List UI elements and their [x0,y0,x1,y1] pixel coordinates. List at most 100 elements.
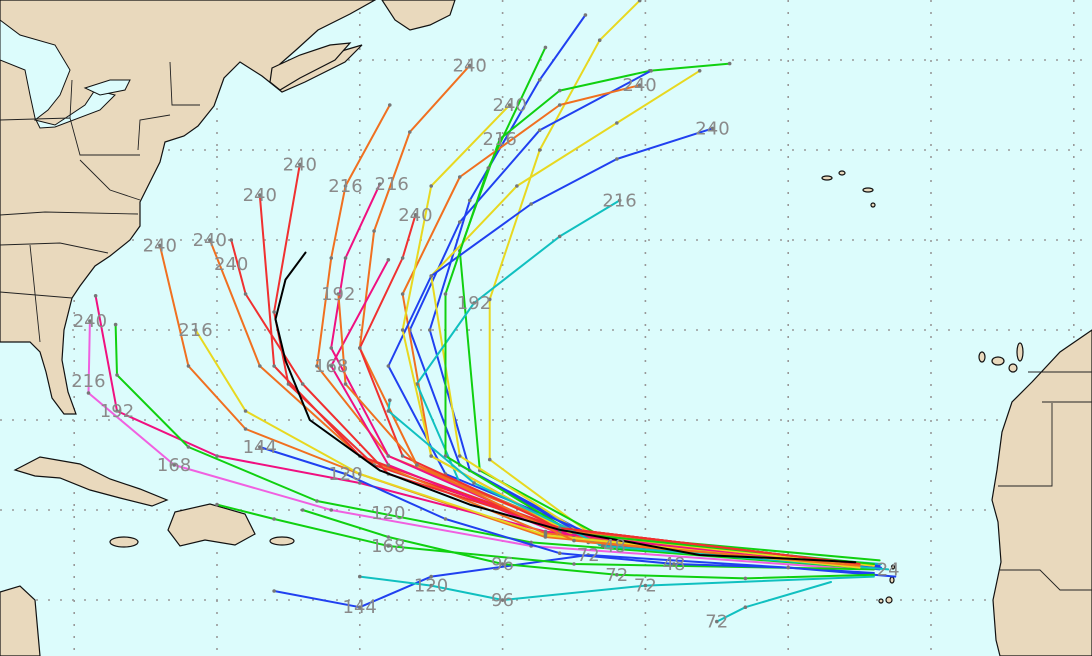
track-point [358,481,362,485]
track-point [343,382,348,386]
forecast-hour-label: 216 [71,371,105,392]
ensemble-track-6 [387,127,882,569]
cape-verde-islands [878,564,896,604]
track-point [429,274,434,278]
track-point [487,457,492,462]
track-point [467,198,472,203]
track-point [715,619,719,624]
track-point [115,409,119,413]
track-point [443,517,448,521]
forecast-hour-label: 216 [328,176,362,197]
track-point [617,198,622,203]
track-point [386,454,391,458]
south-america [0,585,41,656]
track-point [329,346,334,350]
ensemble-track-22 [444,46,875,565]
jamaica [109,536,139,548]
track-point [615,573,619,577]
track-point [300,508,305,512]
track-point [443,292,448,296]
forecast-hour-label: 240 [283,154,317,175]
forecast-hour-label: 168 [157,455,191,476]
track-point [243,409,248,413]
track-point [272,364,276,368]
forecast-hour-label: 120 [328,464,362,485]
track-point [637,83,642,87]
track-point [557,551,562,555]
track-point [300,382,305,386]
forecast-hour-label: 168 [314,356,348,377]
forecast-hour-label: 240 [622,75,656,96]
track-point [557,103,562,107]
track-point [386,535,391,539]
ensemble-track-29 [301,509,875,580]
track-point [543,45,548,50]
track-point [472,301,476,305]
track-point [258,445,262,449]
track-point [600,544,605,548]
ensemble-track-14 [114,323,861,569]
track-point [272,517,276,521]
lake-ontario [83,79,131,96]
track-point [743,576,748,581]
track-point [115,373,119,377]
track-point [386,258,391,262]
track-point [529,540,533,545]
track-point [400,256,405,260]
track-point [537,78,542,82]
track-point [387,398,392,403]
track-point [649,69,653,73]
track-point [215,502,219,507]
hispaniola [167,503,256,547]
track-point [400,328,405,332]
track-point [215,454,219,458]
track-point [697,69,702,73]
track-point [400,292,405,296]
forecast-hour-label: 72 [705,612,728,633]
track-point [372,229,376,233]
track-point [429,184,434,188]
track-point [258,364,262,368]
track-point [272,589,276,593]
track-point [529,202,533,206]
track-point [507,103,512,107]
track-point [400,454,405,458]
forecast-hour-label: 240 [243,185,277,206]
track-point [93,294,98,298]
track-point [377,182,382,186]
track-point [637,0,642,3]
forecast-hour-label: 240 [695,118,729,139]
track-point [386,544,391,548]
track-point [358,605,362,609]
track-point [537,148,542,152]
track-point [208,238,212,242]
track-point [537,128,542,132]
forecast-hour-label: 216 [178,320,212,341]
track-point [472,481,476,485]
africa-borders [998,371,1092,591]
track-point [643,583,648,588]
track-point [86,391,91,395]
forecast-hour-label: 216 [602,190,636,211]
track-point [329,508,334,512]
forecast-hour-label: 72 [577,545,600,566]
track-point [343,256,348,260]
track-point [786,565,790,570]
forecast-hour-label: 192 [457,293,491,314]
forecast-hour-label: 192 [321,284,355,305]
cuba [13,456,169,507]
track-point [343,472,348,476]
track-point [500,562,505,566]
track-point [583,13,588,17]
forecast-hour-label: 144 [343,597,377,618]
track-point [486,166,491,170]
track-point [429,583,434,588]
track-point [515,184,519,188]
forecast-hour-label: 240 [214,254,248,275]
track-point [557,234,562,239]
track-point [358,346,362,350]
track-point [358,472,362,476]
forecast-hour-label: 216 [483,129,517,150]
forecast-hour-label: 240 [73,311,107,332]
